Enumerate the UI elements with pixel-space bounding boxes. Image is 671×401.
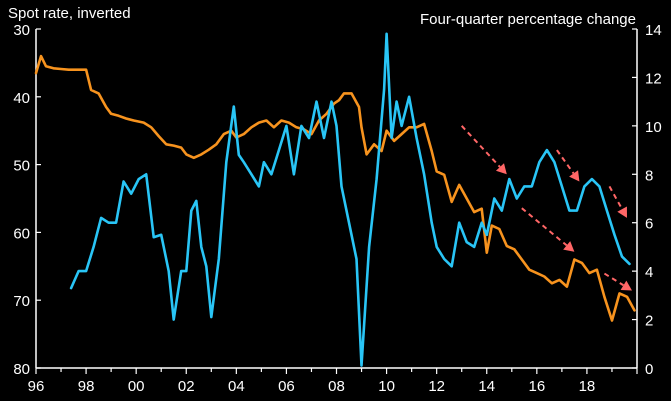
right-tick-label: 14: [645, 22, 662, 39]
trend-arrow-head: [569, 170, 580, 182]
right-tick-label: 2: [645, 313, 653, 330]
series-layer: [34, 32, 636, 367]
x-tick-label: 06: [278, 378, 295, 395]
x-tick-label: 98: [78, 378, 95, 395]
left-tick-label: 50: [13, 158, 30, 175]
x-tick-label: 08: [328, 378, 345, 395]
right-tick-label: 8: [645, 167, 653, 184]
trend-arrow: [556, 149, 575, 175]
x-tick-label: 12: [428, 378, 445, 395]
left-tick-label: 70: [13, 293, 30, 310]
trend-arrow: [460, 125, 501, 168]
trend-arrow: [521, 207, 568, 247]
annotation-layer: [460, 125, 632, 291]
trend-arrow-head: [620, 280, 632, 291]
trend-arrow-head: [495, 163, 507, 175]
left-tick-label: 40: [13, 90, 30, 107]
trend-arrow-head: [617, 206, 627, 218]
left-axis-title: Spot rate, inverted: [8, 5, 131, 22]
x-tick-label: 02: [178, 378, 195, 395]
left-tick-label: 80: [13, 361, 30, 378]
right-tick-label: 10: [645, 119, 662, 136]
left-tick-label: 60: [13, 225, 30, 242]
x-tick-label: 04: [228, 378, 245, 395]
x-tick-label: 00: [128, 378, 145, 395]
x-tick-label: 14: [478, 378, 495, 395]
right-axis-title: Four-quarter percentage change: [420, 11, 636, 28]
x-tick-label: 16: [528, 378, 545, 395]
spot-rate-line: [34, 54, 636, 322]
x-tick-label: 18: [579, 378, 596, 395]
trend-arrow: [608, 185, 623, 210]
right-tick-label: 4: [645, 264, 653, 281]
x-tick-label: 10: [378, 378, 395, 395]
left-tick-label: 30: [13, 22, 30, 39]
right-tick-label: 6: [645, 216, 653, 233]
x-tick-label: 96: [28, 378, 45, 395]
percentage-change-line: [69, 32, 631, 367]
right-tick-label: 0: [645, 361, 653, 378]
trend-arrow: [603, 272, 624, 287]
right-tick-label: 12: [645, 70, 662, 87]
trend-arrow-head: [563, 241, 575, 252]
